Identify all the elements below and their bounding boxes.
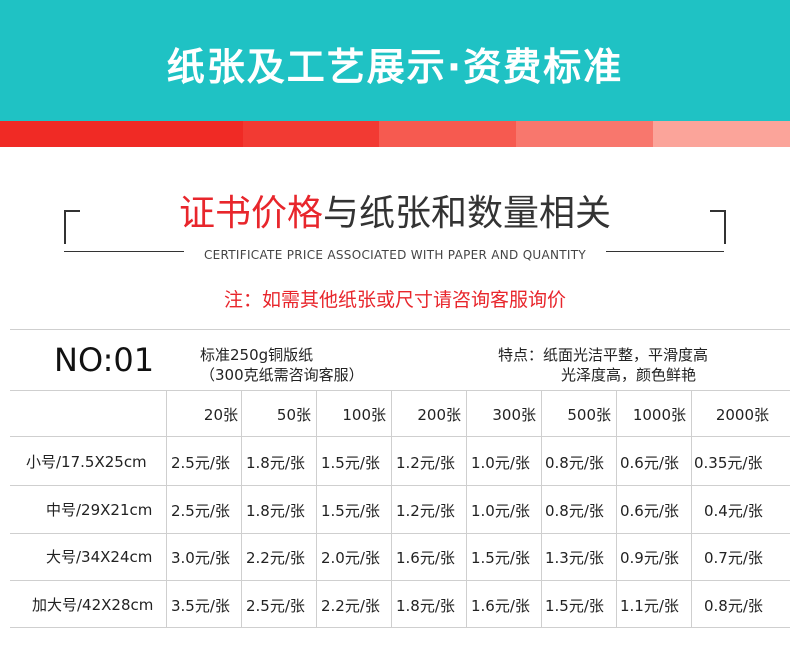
- heading-red-text: 证书价格: [178, 193, 323, 234]
- price-cell: 0.8元/张: [545, 454, 604, 472]
- feature-line: 光泽度高，颜色鲜艳: [561, 366, 697, 384]
- table-rule: [10, 580, 790, 581]
- quantity-header: 100张: [342, 406, 386, 424]
- price-cell: 2.5元/张: [171, 502, 230, 520]
- product-number: NO:01: [54, 341, 155, 379]
- left-rule-decoration: [64, 251, 184, 252]
- size-label: 大号/34X24cm: [46, 548, 153, 566]
- left-bracket-decoration: [64, 210, 80, 244]
- color-stripe: [379, 121, 516, 147]
- table-rule: [10, 533, 790, 534]
- price-cell: 2.0元/张: [321, 549, 380, 567]
- price-cell: 0.35元/张: [694, 454, 763, 472]
- price-cell: 1.0元/张: [471, 454, 530, 472]
- price-cell: 0.7元/张: [704, 549, 763, 567]
- inquiry-note: 注：如需其他纸张或尺寸请咨询客服询价: [223, 289, 566, 311]
- price-cell: 1.2元/张: [396, 454, 455, 472]
- heading-dark-text: 与纸张和数量相关: [323, 193, 612, 234]
- price-cell: 1.8元/张: [246, 502, 305, 520]
- top-banner: 纸张及工艺展示·资费标准: [0, 0, 790, 121]
- price-cell: 1.5元/张: [471, 549, 530, 567]
- price-cell: 0.8元/张: [545, 502, 604, 520]
- price-cell: 1.0元/张: [471, 502, 530, 520]
- price-cell: 1.1元/张: [620, 597, 679, 615]
- price-cell: 2.5元/张: [171, 454, 230, 472]
- price-cell: 2.5元/张: [246, 597, 305, 615]
- color-stripe: [516, 121, 653, 147]
- color-stripe: [653, 121, 790, 147]
- price-cell: 1.6元/张: [471, 597, 530, 615]
- paper-note: （300克纸需咨询客服）: [200, 366, 364, 384]
- banner-title: 纸张及工艺展示·资费标准: [166, 45, 624, 89]
- price-cell: 1.5元/张: [545, 597, 604, 615]
- table-divider: [691, 390, 692, 627]
- price-cell: 1.5元/张: [321, 454, 380, 472]
- right-rule-decoration: [606, 251, 724, 252]
- quantity-header: 500张: [567, 406, 611, 424]
- price-cell: 0.9元/张: [620, 549, 679, 567]
- price-cell: 1.6元/张: [396, 549, 455, 567]
- table-rule: [10, 627, 790, 628]
- right-bracket-decoration: [710, 210, 726, 244]
- size-label: 加大号/42X28cm: [32, 596, 154, 614]
- price-cell: 3.5元/张: [171, 597, 230, 615]
- price-cell: 0.6元/张: [620, 502, 679, 520]
- quantity-header: 200张: [417, 406, 461, 424]
- feature-line: 特点：纸面光洁平整，平滑度高: [498, 346, 709, 364]
- table-rule: [10, 436, 790, 437]
- size-label: 小号/17.5X25cm: [26, 453, 147, 471]
- price-cell: 1.8元/张: [246, 454, 305, 472]
- color-stripe: [0, 121, 243, 147]
- price-cell: 1.3元/张: [545, 549, 604, 567]
- quantity-header: 1000张: [632, 406, 686, 424]
- table-rule: [10, 329, 790, 330]
- size-label: 中号/29X21cm: [46, 501, 153, 519]
- price-cell: 0.8元/张: [704, 597, 763, 615]
- section-heading: 证书价格与纸张和数量相关 CERTIFICATE PRICE ASSOCIATE…: [0, 190, 790, 262]
- price-cell: 1.2元/张: [396, 502, 455, 520]
- table-divider: [316, 390, 317, 627]
- paper-name: 标准250g铜版纸: [200, 346, 314, 364]
- price-cell: 2.2元/张: [321, 597, 380, 615]
- table-rule: [10, 390, 790, 391]
- price-cell: 0.4元/张: [704, 502, 763, 520]
- quantity-header: 20张: [203, 406, 238, 424]
- price-cell: 1.8元/张: [396, 597, 455, 615]
- table-divider: [616, 390, 617, 627]
- price-cell: 2.2元/张: [246, 549, 305, 567]
- heading-subtitle: CERTIFICATE PRICE ASSOCIATED WITH PAPER …: [203, 248, 587, 262]
- table-divider: [466, 390, 467, 627]
- paper-spec: 标准250g铜版纸 （300克纸需咨询客服）: [200, 345, 364, 385]
- price-cell: 3.0元/张: [171, 549, 230, 567]
- quantity-header: 300张: [492, 406, 536, 424]
- price-cell: 0.6元/张: [620, 454, 679, 472]
- color-stripe: [243, 121, 379, 147]
- table-divider: [241, 390, 242, 627]
- table-rule: [10, 485, 790, 486]
- table-divider: [166, 390, 167, 627]
- paper-features: 特点：纸面光洁平整，平滑度高 光泽度高，颜色鲜艳: [498, 345, 708, 385]
- table-divider: [541, 390, 542, 627]
- heading-title: 证书价格与纸张和数量相关: [0, 190, 790, 238]
- table-divider: [391, 390, 392, 627]
- quantity-header: 2000张: [715, 406, 769, 424]
- quantity-header: 50张: [276, 406, 311, 424]
- price-cell: 1.5元/张: [321, 502, 380, 520]
